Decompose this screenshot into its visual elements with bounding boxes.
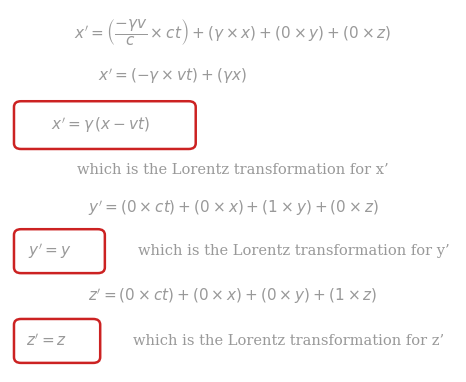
Text: which is the Lorentz transformation for y’: which is the Lorentz transformation for … xyxy=(138,244,449,258)
Text: which is the Lorentz transformation for x’: which is the Lorentz transformation for … xyxy=(77,163,389,177)
Text: $y' = (0 \times ct) + (0 \times x) + (1 \times y) + (0 \times z)$: $y' = (0 \times ct) + (0 \times x) + (1 … xyxy=(88,198,378,218)
Text: $z' = (0 \times ct) + (0 \times x) + (0 \times y) + (1 \times z)$: $z' = (0 \times ct) + (0 \times x) + (0 … xyxy=(88,286,378,306)
FancyBboxPatch shape xyxy=(14,229,105,273)
FancyBboxPatch shape xyxy=(14,101,196,149)
Text: which is the Lorentz transformation for z’: which is the Lorentz transformation for … xyxy=(133,334,445,348)
Text: $z' = z$: $z' = z$ xyxy=(26,333,67,350)
FancyBboxPatch shape xyxy=(14,319,100,363)
Text: $x' = \gamma\,(x - vt)$: $x' = \gamma\,(x - vt)$ xyxy=(51,115,150,135)
Text: $y' = y$: $y' = y$ xyxy=(28,241,72,261)
Text: $x' = (-\gamma \times vt) + (\gamma x)$: $x' = (-\gamma \times vt) + (\gamma x)$ xyxy=(98,66,247,86)
Text: $x' = \left(\dfrac{-\gamma v}{c} \times ct\right) + (\gamma \times x) + (0 \time: $x' = \left(\dfrac{-\gamma v}{c} \times … xyxy=(74,18,392,47)
